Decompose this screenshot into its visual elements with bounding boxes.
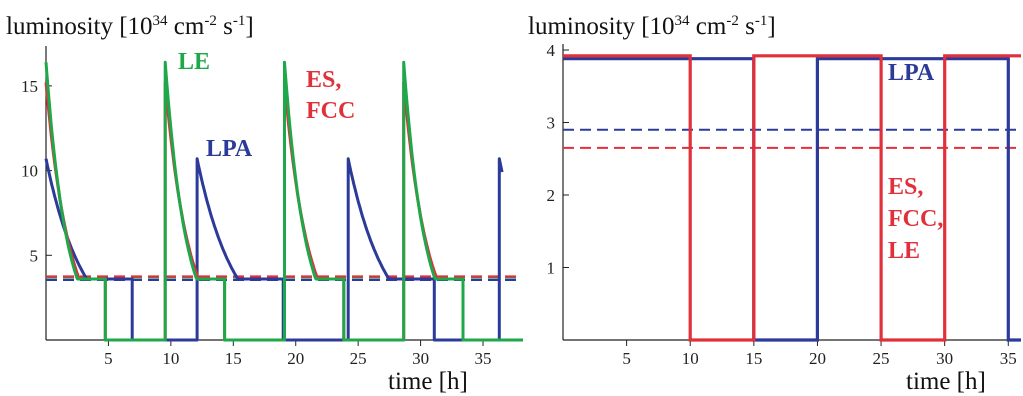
right-x-tick-label: 10	[682, 349, 699, 368]
left-series	[44, 60, 523, 342]
chart-right: luminosity [1034 cm-2 s-1] 5 10 15 20 25 30 35…	[528, 13, 1021, 395]
left-y-tick-label: 10	[21, 162, 38, 181]
left-x-tick-label: 35	[475, 349, 492, 368]
right-ticks: 5 10 15 20 25 30 35 1 2 3 4	[547, 41, 1017, 368]
series-line-1	[563, 54, 1021, 342]
right-y-tick-label: 1	[547, 259, 556, 278]
right-x-tick-label: 15	[745, 349, 762, 368]
left-x-tick-label: 20	[287, 349, 304, 368]
left-axes	[45, 46, 508, 341]
left-x-tick-label: 10	[162, 349, 179, 368]
left-label-fcc: FCC	[306, 98, 355, 124]
right-axes	[562, 44, 1021, 341]
series-line-lpa	[44, 157, 504, 342]
series-line-0	[563, 57, 1021, 342]
series-line-le	[44, 60, 523, 342]
right-x-tick-label: 35	[1000, 349, 1017, 368]
left-label-es: ES,	[306, 67, 341, 93]
right-x-tick-label: 25	[873, 349, 890, 368]
left-x-tick-label: 15	[225, 349, 242, 368]
chart-left: luminosity [1034 cm-2 s-1] 5 10 15 20 25 30 35…	[6, 13, 523, 395]
right-x-tick-label: 30	[936, 349, 953, 368]
left-x-tick-label: 25	[350, 349, 367, 368]
left-x-tick-label: 30	[412, 349, 429, 368]
left-x-tick-label: 5	[104, 349, 113, 368]
right-series	[563, 54, 1021, 342]
right-y-tick-label: 3	[547, 114, 556, 133]
left-ticks: 5 10 15 20 25 30 35 5 10 15	[21, 77, 492, 368]
right-y-tick-label: 2	[547, 186, 556, 205]
right-label-lpa: LPA	[888, 60, 935, 86]
right-x-axis-label: time [h]	[906, 368, 986, 395]
right-label-es: ES,	[888, 174, 923, 200]
left-y-tick-label: 15	[21, 77, 38, 96]
left-x-axis-label: time [h]	[388, 368, 468, 395]
left-y-tick-label: 5	[30, 246, 39, 265]
left-label-le: LE	[178, 49, 210, 75]
right-chart-title: luminosity [1034 cm-2 s-1]	[528, 13, 776, 40]
right-y-tick-label: 4	[547, 41, 556, 60]
right-x-tick-label: 5	[622, 349, 631, 368]
right-x-tick-label: 20	[809, 349, 826, 368]
left-chart-title: luminosity [1034 cm-2 s-1]	[6, 13, 254, 40]
left-label-lpa: LPA	[206, 136, 253, 162]
right-label-le: LE	[888, 238, 920, 264]
right-label-fcc: FCC,	[888, 206, 943, 232]
